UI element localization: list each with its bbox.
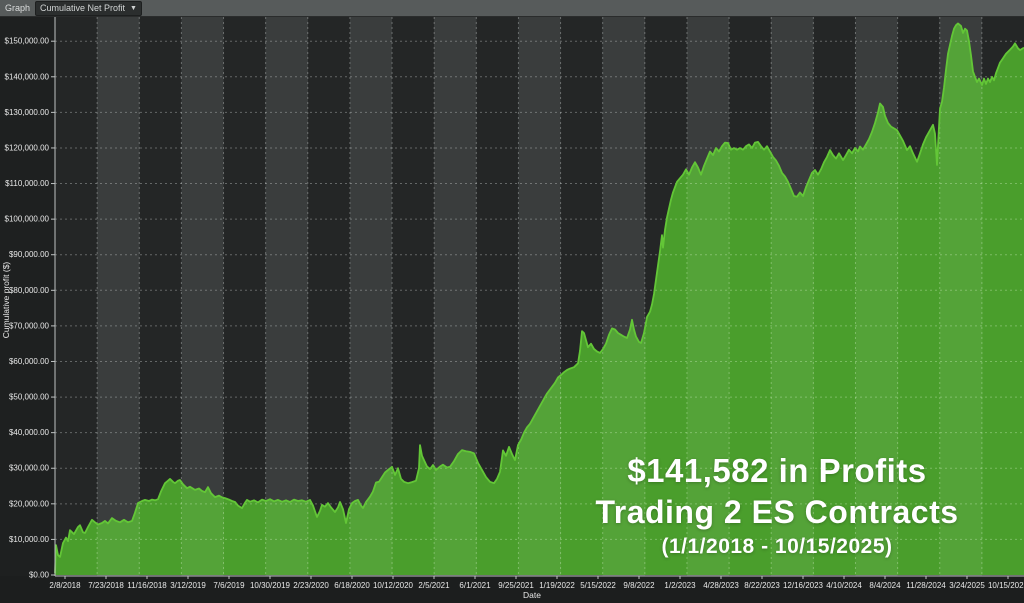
axes (54, 17, 1024, 577)
x-tick-label: 4/28/2023 (703, 581, 739, 590)
x-tick-label: 6/1/2021 (459, 581, 491, 590)
y-tick-label: $10,000.00 (9, 535, 50, 544)
x-tick-label: 8/4/2024 (869, 581, 901, 590)
x-tick-label: 8/22/2023 (744, 581, 780, 590)
graph-type-selected-value: Cumulative Net Profit (40, 3, 126, 13)
x-tick-label: 7/6/2019 (213, 581, 245, 590)
x-tick-label: 11/16/2018 (127, 581, 167, 590)
y-tick-label: $30,000.00 (9, 464, 50, 473)
y-tick-label: $40,000.00 (9, 428, 50, 437)
y-tick-label: $120,000.00 (5, 143, 50, 152)
x-tick-label: 4/10/2024 (826, 581, 862, 590)
x-tick-label: 11/28/2024 (906, 581, 946, 590)
y-tick-label: $20,000.00 (9, 499, 50, 508)
graph-toolbar: Graph Cumulative Net Profit ▼ (0, 0, 1024, 17)
profit-caption: $141,582 in Profits Trading 2 ES Contrac… (552, 449, 1002, 561)
chevron-down-icon: ▼ (130, 4, 137, 12)
y-tick-label: $0.00 (29, 571, 50, 580)
x-tick-label: 10/15/2025 (988, 581, 1024, 590)
x-tick-label: 6/18/2020 (334, 581, 370, 590)
y-tick-label: $80,000.00 (9, 286, 50, 295)
x-tick-label: 10/12/2020 (373, 581, 414, 590)
x-tick-label: 9/25/2021 (498, 581, 534, 590)
graph-type-dropdown[interactable]: Cumulative Net Profit ▼ (35, 0, 142, 16)
x-tick-label: 3/12/2019 (170, 581, 206, 590)
y-tick-label: $60,000.00 (9, 357, 50, 366)
x-tick-label: 1/19/2022 (539, 581, 575, 590)
y-tick-label: $110,000.00 (5, 179, 49, 188)
graph-label: Graph (5, 3, 31, 13)
x-axis-title: Date (523, 590, 541, 600)
profit-line (54, 22, 1024, 574)
area-fill (55, 23, 1024, 575)
caption-profit-amount: $141,582 in Profits (627, 452, 927, 489)
x-tick-label: 2/5/2021 (418, 581, 450, 590)
x-tick-label: 1/2/2023 (664, 581, 696, 590)
y-tick-label: $90,000.00 (9, 250, 50, 259)
y-tick-label: $140,000.00 (5, 72, 50, 81)
caption-strategy: Trading 2 ES Contracts (595, 494, 959, 530)
x-tick-label: 3/24/2025 (949, 581, 985, 590)
x-axis-labels: 2/8/2018 7/23/2018 11/16/2018 3/12/2019 7/6/… (49, 576, 1024, 590)
x-tick-label: 2/23/2020 (293, 581, 329, 590)
y-tick-label: $70,000.00 (9, 321, 50, 330)
y-tick-label: $150,000.00 (5, 37, 50, 46)
y-axis-labels: $0.00 $10,000.00 $20,000.00 $30,000.00 $40,0… (5, 37, 55, 580)
profit-area (55, 23, 1024, 575)
y-axis-title: Cumulative profit ($) (1, 262, 11, 339)
x-tick-label: 12/16/2023 (783, 581, 824, 590)
x-tick-label: 2/8/2018 (49, 581, 81, 590)
x-tick-label: 5/15/2022 (580, 581, 616, 590)
equity-line (54, 22, 1024, 574)
x-tick-label: 10/30/2019 (250, 581, 291, 590)
y-tick-label: $130,000.00 (5, 108, 50, 117)
x-tick-label: 7/23/2018 (88, 581, 124, 590)
y-tick-label: $100,000.00 (5, 215, 50, 224)
y-tick-label: $50,000.00 (9, 393, 50, 402)
x-tick-label: 9/8/2022 (623, 581, 655, 590)
caption-date-range: (1/1/2018 - 10/15/2025) (661, 535, 893, 558)
